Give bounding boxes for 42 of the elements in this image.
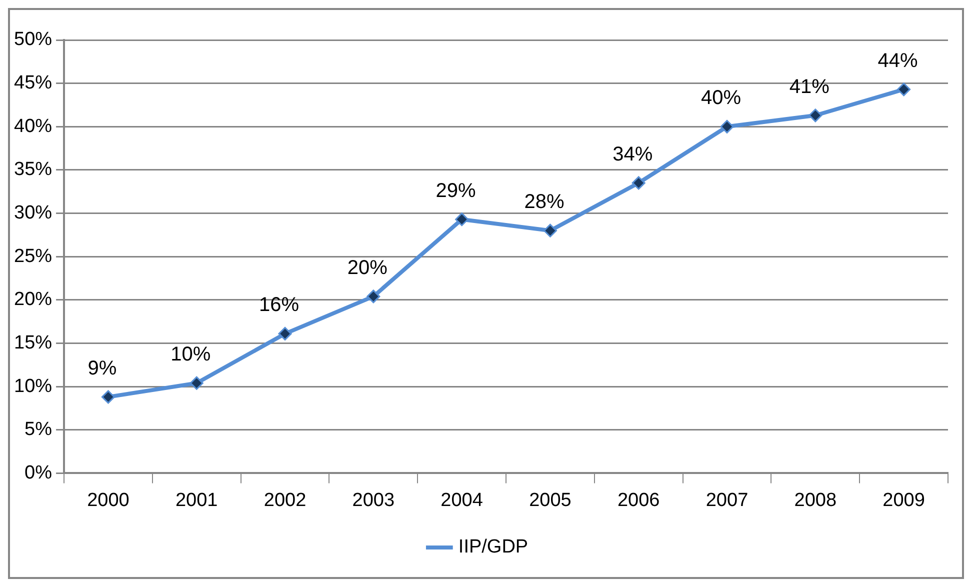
point [366, 290, 380, 304]
point [720, 120, 734, 134]
point [101, 390, 115, 404]
x-tick-label: 2009 [882, 490, 925, 511]
y-tick-label: 25% [14, 246, 52, 267]
point [543, 224, 557, 238]
data-label: 29% [436, 180, 476, 202]
point [632, 176, 646, 190]
point [897, 82, 911, 96]
x-tick-label: 2002 [264, 490, 306, 511]
x-tick-label: 2003 [352, 490, 395, 511]
data-label: 41% [789, 76, 830, 98]
x-tick-label: 2007 [706, 490, 748, 511]
point [808, 108, 822, 122]
point [190, 376, 204, 390]
x-tick-label: 2001 [175, 490, 218, 511]
data-label: 34% [612, 143, 653, 166]
x-tick-label: 2006 [617, 490, 660, 511]
x-tick-label: 2005 [529, 490, 572, 511]
x-tick-label: 2008 [794, 490, 837, 511]
data-label: 9% [88, 357, 117, 380]
y-tick-label: 35% [14, 159, 52, 180]
point [278, 326, 292, 340]
data-label: 28% [524, 191, 564, 214]
y-tick-label: 10% [14, 376, 52, 397]
y-tick-label: 20% [14, 289, 52, 310]
y-tick-label: 0% [24, 462, 52, 484]
y-tick-label: 45% [14, 72, 52, 94]
data-label: 20% [347, 256, 388, 279]
data-label: 16% [259, 294, 300, 316]
y-tick-label: 5% [24, 419, 52, 440]
x-tick-label: 2004 [440, 490, 484, 511]
y-tick-label: 30% [14, 202, 52, 224]
data-label: 44% [878, 50, 918, 72]
legend-label: IIP/GDP [458, 536, 528, 558]
data-label: 40% [700, 87, 742, 110]
x-tick-label: 2000 [87, 490, 130, 511]
data-label: 10% [170, 344, 211, 366]
y-tick-label: 40% [14, 116, 52, 137]
y-tick-label: 50% [14, 29, 52, 50]
point [455, 212, 469, 226]
y-tick-label: 15% [14, 332, 52, 354]
